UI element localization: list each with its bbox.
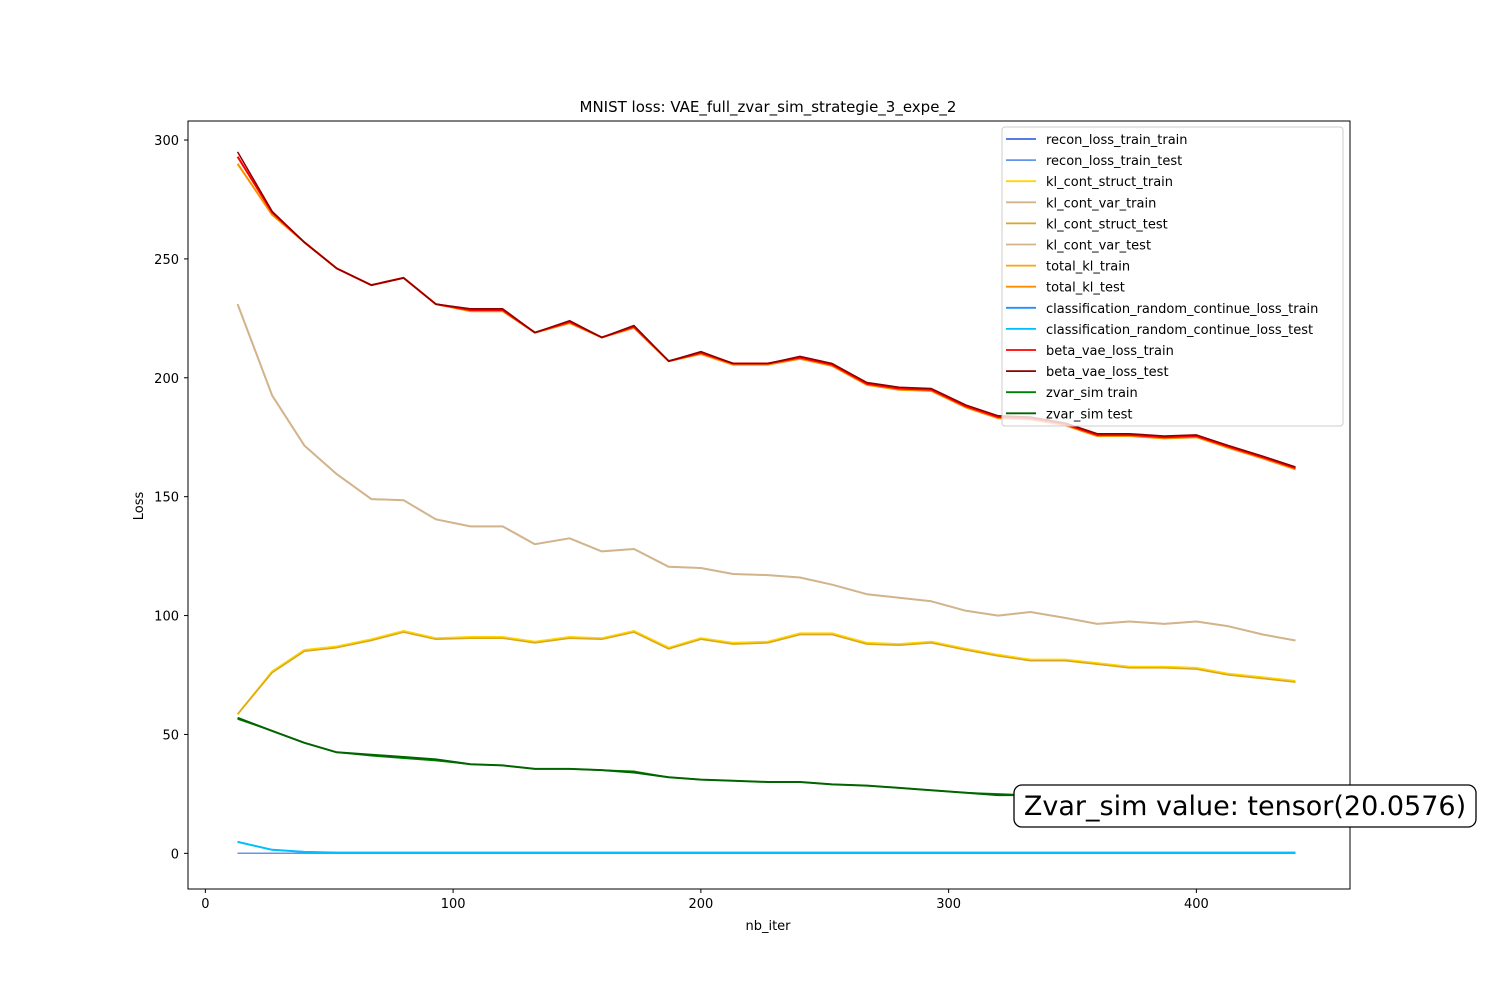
legend-label: zvar_sim test <box>1046 407 1132 422</box>
annotation-frame <box>1013 784 1477 828</box>
legend: recon_loss_train_train recon_loss_train_t… <box>1001 126 1344 427</box>
annotation-text: Zvar_sim value: tensor(20.0576) <box>1024 791 1466 822</box>
y-axis-label: Loss <box>132 492 147 521</box>
legend-label: classification_random_continue_loss_test <box>1046 323 1313 338</box>
legend-label: zvar_sim train <box>1046 386 1138 401</box>
axes-frame <box>187 120 1351 890</box>
series-line-2 <box>236 630 1296 715</box>
series-line-9 <box>237 840 1296 854</box>
legend-label: beta_vae_loss_test <box>1046 365 1169 380</box>
x-tick-label: 100 <box>441 897 466 912</box>
x-axis-label: nb_iter <box>745 919 791 934</box>
y-tick-label: 300 <box>154 134 179 149</box>
series-line-8 <box>237 841 1296 854</box>
x-tick-label: 400 <box>1184 897 1209 912</box>
series-line-11 <box>236 151 1296 468</box>
x-tick-label: 0 <box>201 897 209 912</box>
x-tick-label: 200 <box>688 897 713 912</box>
legend-label: kl_cont_struct_test <box>1046 217 1168 232</box>
y-tick-label: 50 <box>162 728 179 743</box>
chart-title: MNIST loss: VAE_full_zvar_sim_strategie_… <box>580 98 957 117</box>
series-line-4 <box>237 631 1296 715</box>
legend-label: beta_vae_loss_train <box>1046 344 1174 359</box>
annotation-box: Zvar_sim value: tensor(20.0576) <box>1013 784 1477 828</box>
legend-label: kl_cont_var_test <box>1046 239 1151 254</box>
y-tick-label: 200 <box>154 372 179 387</box>
series-line-5 <box>236 303 1296 642</box>
x-axis: 0 100 200 300 400 <box>201 889 1209 912</box>
y-tick-label: 100 <box>154 610 179 625</box>
legend-frame <box>1001 126 1344 427</box>
y-tick-label: 150 <box>154 491 179 506</box>
legend-label: recon_loss_train_train <box>1046 133 1188 148</box>
y-tick-label: 0 <box>171 847 179 862</box>
legend-label: classification_random_continue_loss_trai… <box>1046 302 1318 317</box>
y-axis: 0 50 100 150 200 250 300 <box>154 134 188 862</box>
x-tick-label: 300 <box>936 897 961 912</box>
legend-label: kl_cont_var_train <box>1046 196 1156 211</box>
legend-label: recon_loss_train_test <box>1046 154 1182 169</box>
legend-label: total_kl_train <box>1046 260 1130 275</box>
y-tick-label: 250 <box>154 253 179 268</box>
legend-label: kl_cont_struct_train <box>1046 175 1173 190</box>
legend-label: total_kl_test <box>1046 281 1125 296</box>
